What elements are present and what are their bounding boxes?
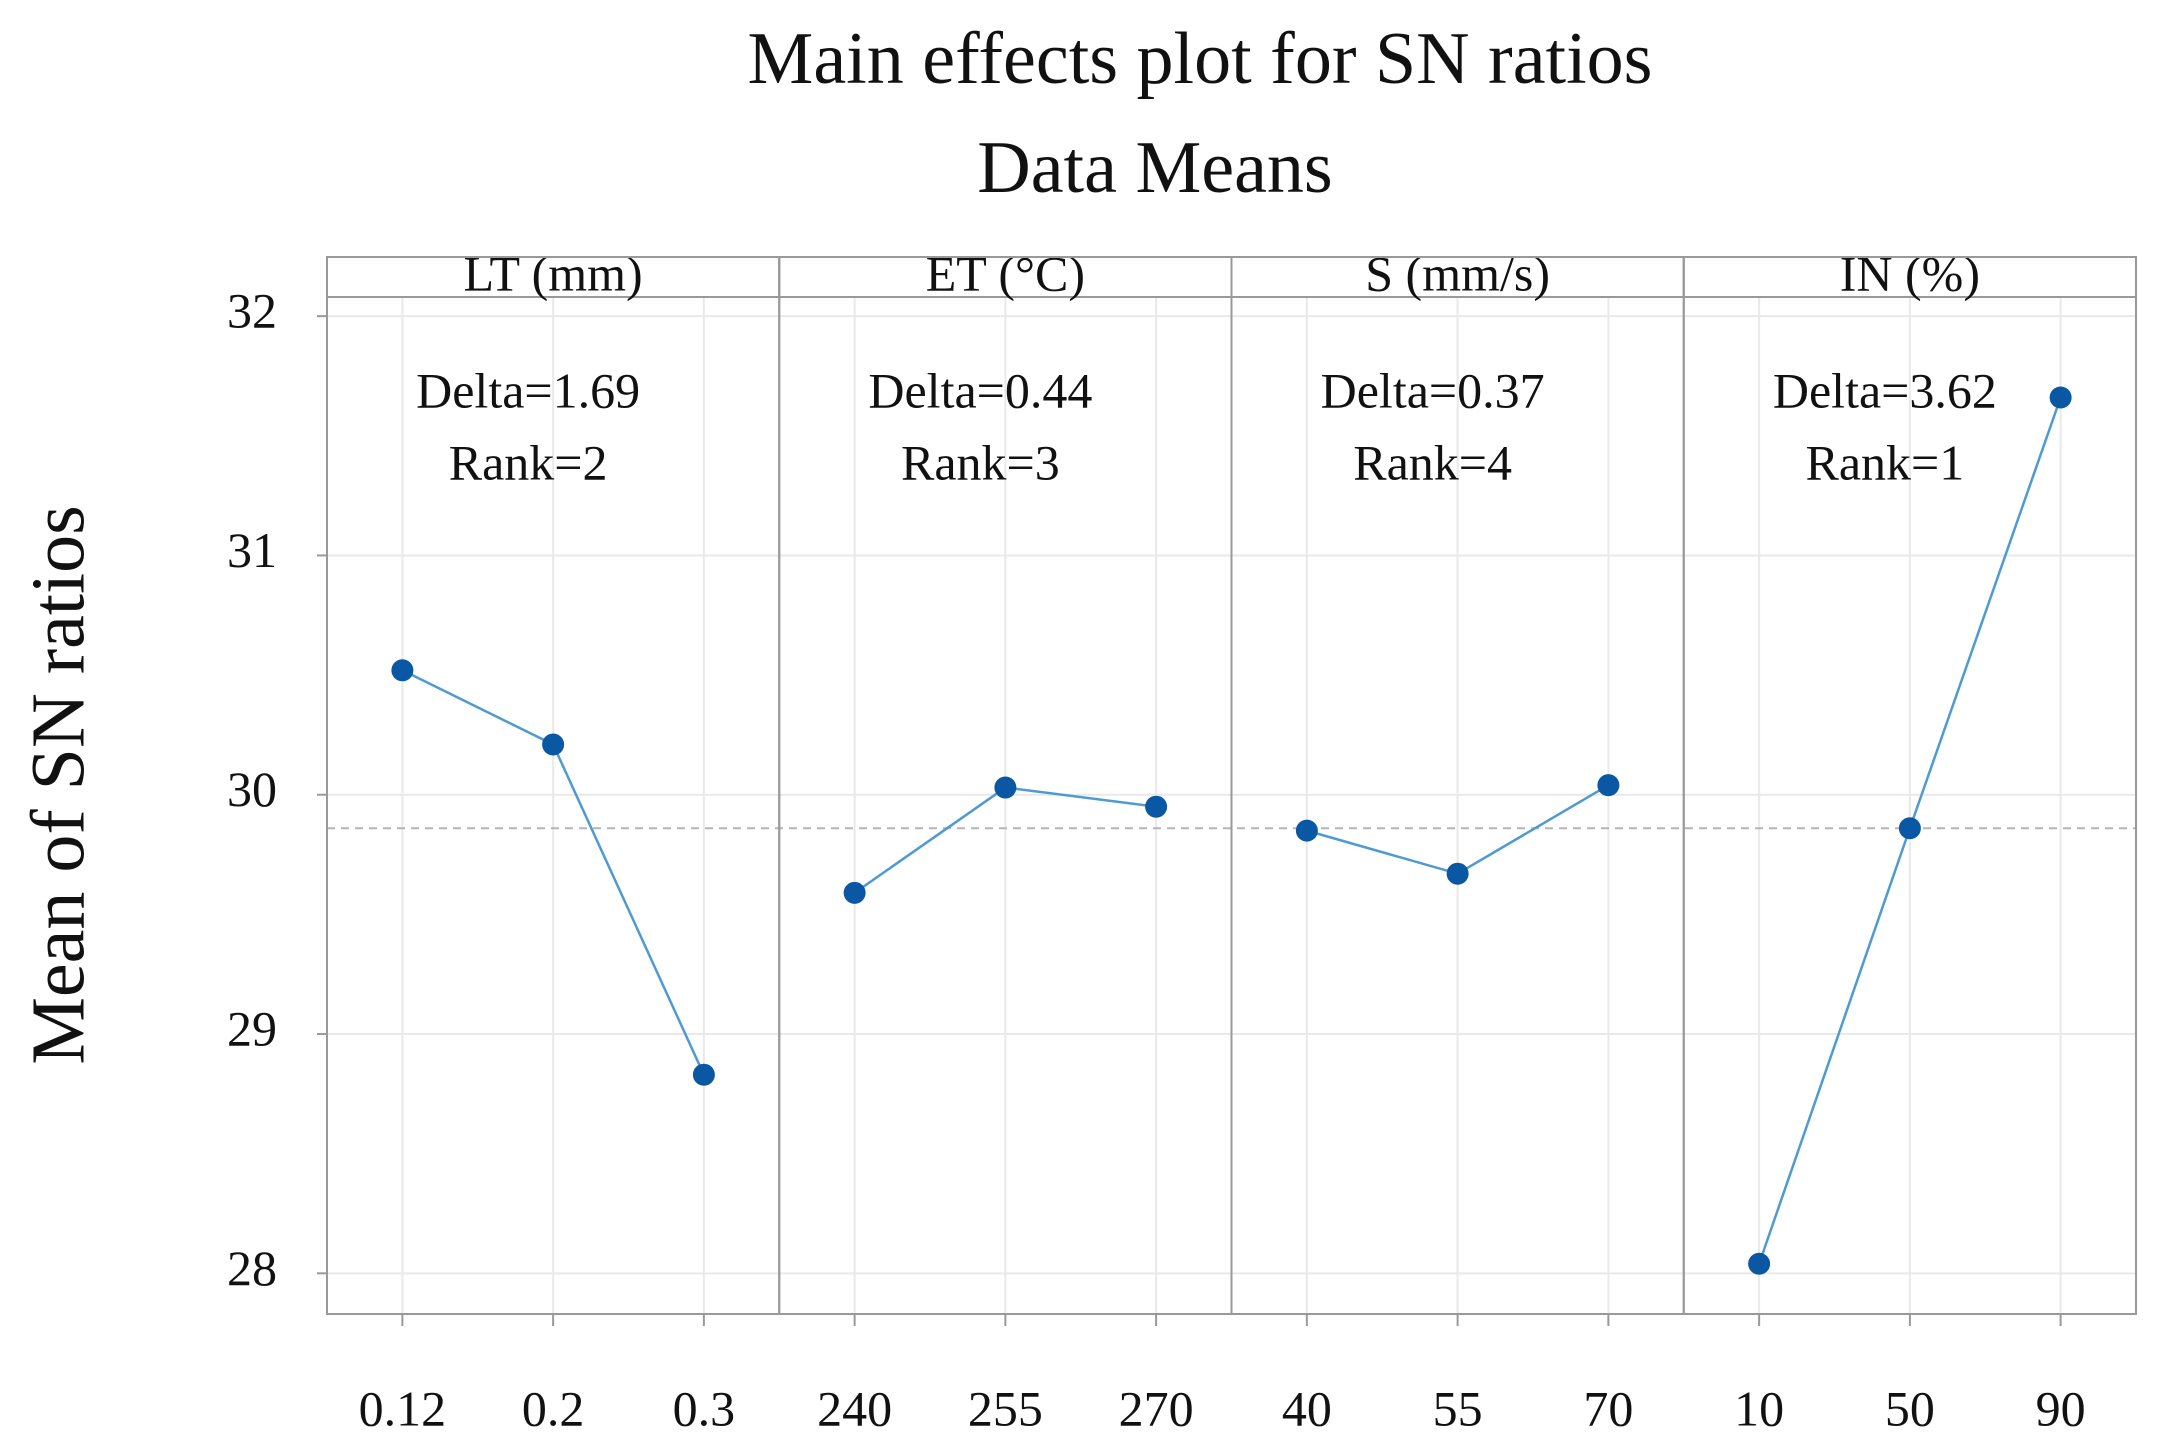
y-tick-label: 28	[227, 1240, 277, 1296]
panel-frame	[1682, 256, 2137, 1315]
panel-title: IN (%)	[1840, 245, 1980, 301]
effect-point	[994, 776, 1017, 799]
annotation: Delta=3.62	[1773, 362, 1997, 418]
annotation: Delta=1.69	[416, 362, 640, 418]
x-tick-label: 0.12	[359, 1380, 447, 1436]
x-tick-label: 270	[1119, 1380, 1194, 1436]
effect-point	[542, 733, 565, 756]
x-tick-label: 255	[968, 1380, 1043, 1436]
annotation: Rank=3	[901, 434, 1060, 490]
effect-point	[1597, 774, 1620, 797]
chart-title: Main effects plot for SN ratios	[748, 18, 1653, 100]
y-tick-label: 32	[227, 283, 277, 339]
effect-point	[692, 1063, 715, 1086]
effect-point	[1446, 862, 1469, 885]
annotation: Rank=1	[1806, 434, 1965, 490]
effect-point	[391, 659, 414, 682]
y-axis-label: Mean of SN ratios	[16, 505, 100, 1064]
effect-point	[1748, 1252, 1771, 1275]
panel-strip	[778, 256, 1233, 298]
x-tick-label: 40	[1282, 1380, 1332, 1436]
annotation: Delta=0.37	[1321, 362, 1545, 418]
annotation: Rank=4	[1353, 434, 1512, 490]
effect-point	[843, 881, 866, 904]
x-tick-label: 55	[1433, 1380, 1483, 1436]
panel-strip	[1230, 256, 1685, 298]
y-tick-label: 29	[227, 1000, 277, 1056]
x-tick-label: 10	[1734, 1380, 1784, 1436]
x-tick-label: 70	[1583, 1380, 1633, 1436]
y-tick-label: 30	[227, 761, 277, 817]
effect-point	[1898, 817, 1921, 840]
panel-title: LT (mm)	[464, 245, 643, 301]
y-tick-label: 31	[227, 522, 277, 578]
effect-point	[2049, 386, 2072, 409]
chart-subtitle: Data Means	[977, 127, 1332, 209]
x-tick-label: 0.2	[522, 1380, 585, 1436]
panel-title: ET (°C)	[926, 245, 1085, 301]
x-tick-label: 50	[1885, 1380, 1935, 1436]
x-tick-label: 90	[2036, 1380, 2086, 1436]
panel-title: S (mm/s)	[1365, 245, 1550, 301]
x-tick-label: 0.3	[673, 1380, 736, 1436]
x-tick-label: 240	[817, 1380, 892, 1436]
effect-point	[1295, 819, 1318, 842]
annotation: Rank=2	[449, 434, 608, 490]
annotation: Delta=0.44	[868, 362, 1092, 418]
effect-point	[1145, 795, 1168, 818]
